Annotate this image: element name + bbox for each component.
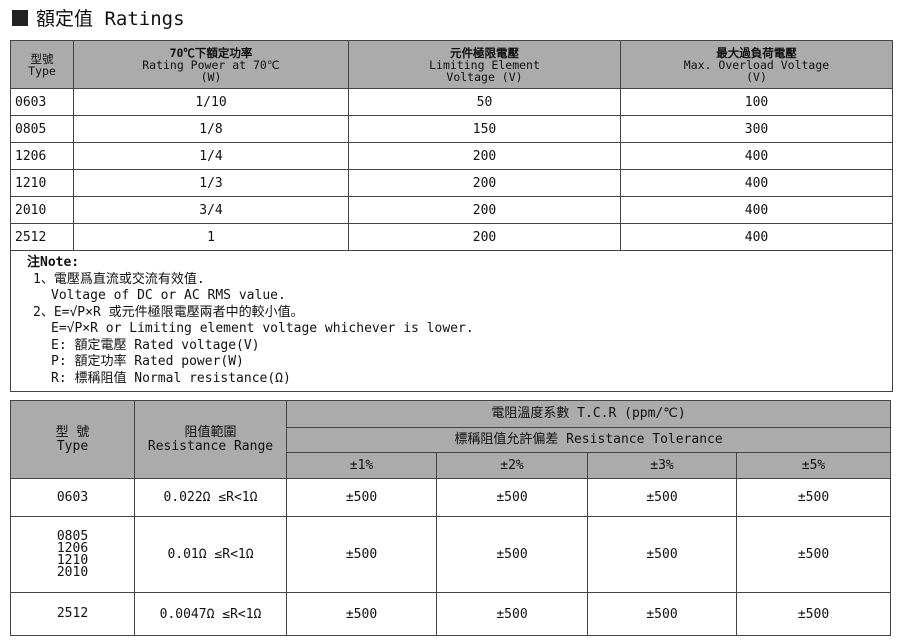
table-cell: 1/4	[73, 142, 349, 170]
range-cell: 0.0047Ω ≤R<1Ω	[134, 592, 287, 636]
tcr-value: ±500	[587, 478, 737, 517]
table-row: 2010 3/4 200 400	[10, 196, 893, 224]
tcr-value: ±500	[436, 478, 588, 517]
type-cell: 0603	[10, 478, 135, 517]
ratings-header: 最大過負荷電壓 Max. Overload Voltage (V)	[620, 40, 893, 89]
table-cell: 400	[620, 223, 893, 251]
type-cell: 2512	[10, 592, 135, 636]
ratings-table: 型號 Type 70℃下額定功率 Rating Power at 70℃ (W) 元件極限…	[10, 40, 893, 392]
tcr-value: ±500	[735, 592, 892, 636]
ratings-header: 型號 Type	[10, 40, 74, 89]
table-cell: 2010	[10, 196, 74, 224]
section-title: 額定值 Ratings	[12, 4, 185, 31]
table-row: 0603 0.022Ω ≤R<1Ω ±500 ±500 ±500 ±500	[10, 478, 892, 517]
table-row: 0603 1/10 50 100	[10, 88, 893, 116]
table-cell: 100	[620, 88, 893, 116]
tcr-value: ±500	[735, 516, 892, 593]
tcr-value: ±500	[735, 478, 892, 517]
tolerance-header: ±5%	[735, 452, 892, 479]
table-cell: 200	[348, 142, 621, 170]
table-cell: 400	[620, 169, 893, 197]
table-cell: 50	[348, 88, 621, 116]
ratings-header: 70℃下額定功率 Rating Power at 70℃ (W)	[73, 40, 349, 89]
table-cell: 150	[348, 115, 621, 143]
table-row: 1210 1/3 200 400	[10, 169, 893, 197]
type-header: 型 號 Type	[10, 400, 135, 479]
table-row: 0805 1/8 150 300	[10, 115, 893, 143]
table-cell: 1/10	[73, 88, 349, 116]
table-cell: 400	[620, 196, 893, 224]
ratings-header: 元件極限電壓 Limiting Element Voltage (V)	[348, 40, 621, 89]
note-line: Voltage of DC or AC RMS value.	[51, 288, 286, 303]
title-text: 額定值 Ratings	[36, 8, 185, 30]
table-row: 2512 0.0047Ω ≤R<1Ω ±500 ±500 ±500 ±500	[10, 592, 892, 636]
tcr-value: ±500	[436, 516, 588, 593]
range-header: 阻值範圍 Resistance Range	[134, 400, 287, 479]
tcr-value: ±500	[286, 516, 437, 593]
note-block: 注Note: 1、電壓爲直流或交流有效值. Voltage of DC or AC …	[10, 250, 893, 392]
note-line: 1、電壓爲直流或交流有效值.	[33, 271, 205, 287]
table-cell: 0805	[10, 115, 74, 143]
table-row: 1206 1/4 200 400	[10, 142, 893, 170]
tcr-value: ±500	[286, 592, 437, 636]
table-row: 2512 1 200 400	[10, 223, 893, 251]
range-cell: 0.022Ω ≤R<1Ω	[134, 478, 287, 517]
table-cell: 1	[73, 223, 349, 251]
type-cell: 0805 1206 1210 2010	[10, 516, 135, 593]
table-cell: 1210	[10, 169, 74, 197]
table-cell: 0603	[10, 88, 74, 116]
table-cell: 1/3	[73, 169, 349, 197]
tolerance-header: ±1%	[286, 452, 437, 479]
table-cell: 1206	[10, 142, 74, 170]
note-line: 2、E=√P×R 或元件極限電壓兩者中的較小值。	[33, 304, 304, 320]
note-line: E=√P×R or Limiting element voltage which…	[51, 321, 474, 336]
table-row: 0805 1206 1210 2010 0.01Ω ≤R<1Ω ±500 ±500 ±5…	[10, 516, 892, 593]
table-cell: 200	[348, 196, 621, 224]
table-cell: 2512	[10, 223, 74, 251]
tolerance-header: ±2%	[436, 452, 588, 479]
note-line: R: 標稱阻值 Normal resistance(Ω)	[51, 370, 291, 386]
table-cell: 3/4	[73, 196, 349, 224]
table-cell: 200	[348, 169, 621, 197]
square-bullet-icon	[12, 9, 28, 26]
tcr-value: ±500	[436, 592, 588, 636]
tcr-value: ±500	[587, 592, 737, 636]
tcr-value: ±500	[286, 478, 437, 517]
tolerance-header: 標稱阻值允許偏差 Resistance Tolerance	[285, 427, 892, 453]
tcr-value: ±500	[587, 516, 737, 593]
range-cell: 0.01Ω ≤R<1Ω	[134, 516, 287, 593]
tcr-header: 電阻溫度系數 T.C.R (ppm/℃)	[285, 400, 892, 428]
tolerance-header: ±3%	[587, 452, 737, 479]
table-cell: 400	[620, 142, 893, 170]
note-line: E: 額定電壓 Rated voltage(V)	[51, 337, 260, 353]
table-cell: 1/8	[73, 115, 349, 143]
tcr-table: 型 號 Type 阻值範圍 Resistance Range 電阻溫度系數 T.C.…	[10, 400, 892, 636]
table-cell: 300	[620, 115, 893, 143]
table-cell: 200	[348, 223, 621, 251]
note-line: P: 額定功率 Rated power(W)	[51, 354, 244, 369]
